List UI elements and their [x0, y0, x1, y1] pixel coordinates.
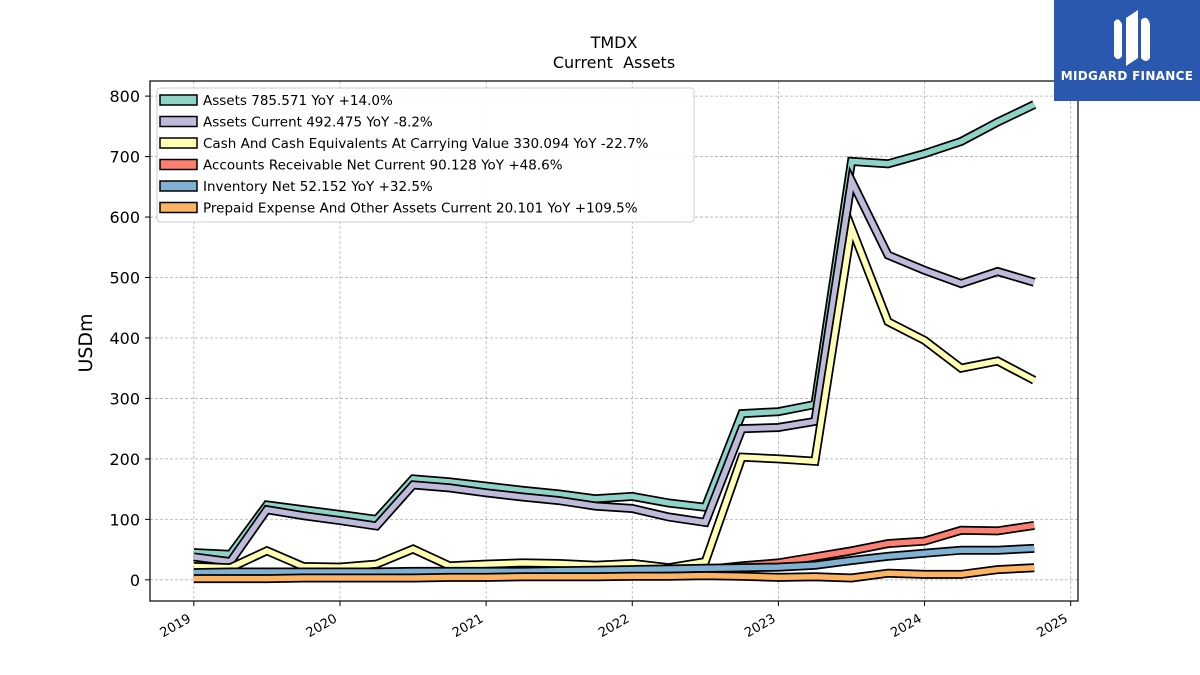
legend-label-1: Assets Current 492.475 YoY -8.2%	[203, 115, 433, 131]
y-axis-label: USDm	[75, 313, 97, 372]
legend-swatch-4	[159, 180, 198, 192]
x-axis-ticks: 2019 2020 2021 2022 2023 2024 2025	[158, 601, 1072, 641]
y-tick-label-200: 200	[109, 450, 140, 469]
series-lines	[193, 100, 1037, 584]
legend-box	[156, 87, 695, 223]
series-line-1	[193, 171, 1035, 565]
series-line-0	[193, 102, 1036, 558]
x-tick-label-2022: 2022	[596, 611, 632, 641]
series-line-5	[193, 564, 1035, 582]
legend-swatch-0	[159, 94, 198, 106]
plot-frame	[149, 80, 1079, 602]
midgard-finance-logo: MIDGARD FINANCE	[1054, 0, 1200, 101]
x-tick-label-2024: 2024	[888, 611, 924, 641]
x-tick-label-2023: 2023	[742, 611, 778, 641]
legend-label-0: Assets 785.571 YoY +14.0%	[203, 93, 393, 109]
x-tick-label-2021: 2021	[450, 611, 486, 641]
y-tick-label-800: 800	[109, 87, 140, 106]
y-tick-label-600: 600	[109, 208, 140, 227]
y-tick-label-700: 700	[109, 148, 140, 167]
logo-mark-icon	[1114, 10, 1150, 66]
y-tick-label-0: 0	[130, 571, 140, 590]
legend-label-4: Inventory Net 52.152 YoY +32.5%	[203, 179, 433, 195]
legend-label-5: Prepaid Expense And Other Assets Current…	[203, 201, 638, 217]
x-tick-label-2025: 2025	[1035, 611, 1071, 641]
chart-title: TMDX	[590, 33, 638, 52]
legend-swatch-2	[159, 137, 198, 149]
series-line-4	[193, 545, 1035, 576]
y-tick-label-400: 400	[109, 329, 140, 348]
legend: Assets 785.571 YoY +14.0% Assets Current …	[156, 87, 695, 223]
legend-swatch-5	[159, 201, 198, 214]
y-tick-label-100: 100	[109, 510, 140, 529]
chart-subtitle: Current Assets	[553, 53, 675, 72]
y-tick-label-500: 500	[109, 269, 140, 288]
x-tick-label-2020: 2020	[304, 611, 340, 641]
legend-swatch-1	[159, 115, 198, 128]
legend-swatch-3	[159, 158, 198, 171]
y-tick-label-300: 300	[109, 389, 140, 408]
legend-label-2: Cash And Cash Equivalents At Carrying Va…	[203, 136, 649, 152]
y-axis-ticks: 0 100 200 300 400 500 600 700 800	[109, 87, 150, 590]
series-line-2	[193, 217, 1036, 571]
x-tick-label-2019: 2019	[158, 611, 194, 641]
logo-brand-text: MIDGARD FINANCE	[1060, 69, 1194, 83]
legend-label-3: Accounts Receivable Net Current 90.128 Y…	[203, 158, 563, 174]
